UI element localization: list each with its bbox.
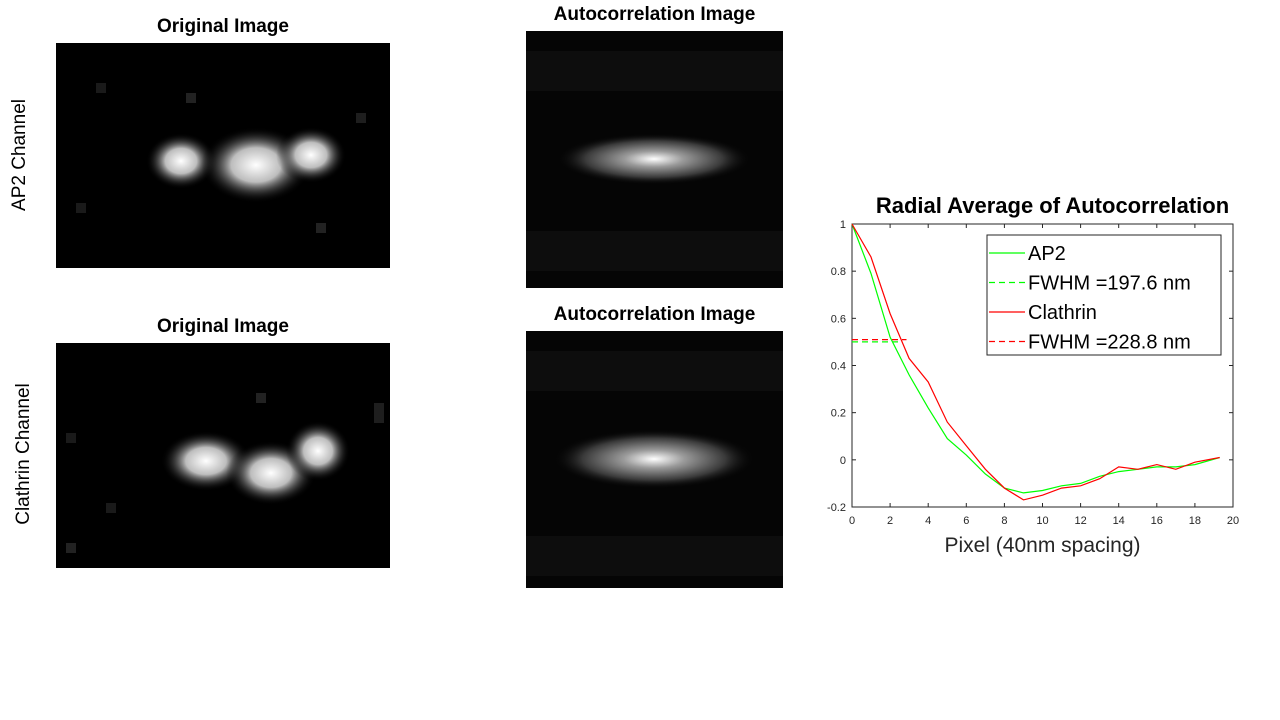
legend-label-3: FWHM =228.8 nm bbox=[1028, 332, 1191, 354]
chart-title: Radial Average of Autocorrelation bbox=[876, 193, 1229, 218]
x-tick-label: 12 bbox=[1074, 515, 1086, 527]
x-axis-label: Pixel (40nm spacing) bbox=[944, 534, 1140, 557]
y-tick-label: 0.4 bbox=[831, 361, 846, 373]
legend-label-2: Clathrin bbox=[1028, 302, 1097, 324]
y-tick-label: 0.2 bbox=[831, 408, 846, 420]
x-tick-label: 18 bbox=[1189, 515, 1201, 527]
x-tick-label: 2 bbox=[887, 515, 893, 527]
x-tick-label: 6 bbox=[963, 515, 969, 527]
x-tick-label: 8 bbox=[1001, 515, 1007, 527]
legend-label-1: FWHM =197.6 nm bbox=[1028, 273, 1191, 295]
x-tick-label: 0 bbox=[849, 515, 855, 527]
y-tick-label: 0.6 bbox=[831, 313, 846, 325]
legend-label-0: AP2 bbox=[1028, 243, 1066, 265]
y-tick-label: 1 bbox=[840, 219, 846, 231]
x-tick-label: 10 bbox=[1036, 515, 1048, 527]
x-tick-label: 20 bbox=[1227, 515, 1239, 527]
y-tick-label: -0.2 bbox=[827, 502, 846, 514]
y-tick-label: 0.8 bbox=[831, 266, 846, 278]
x-tick-label: 16 bbox=[1151, 515, 1163, 527]
y-tick-label: 0 bbox=[840, 455, 846, 467]
x-tick-label: 4 bbox=[925, 515, 931, 527]
x-tick-label: 14 bbox=[1113, 515, 1125, 527]
